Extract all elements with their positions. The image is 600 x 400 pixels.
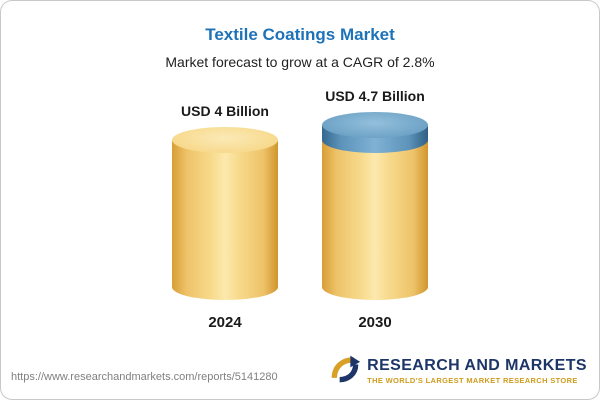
cylinder-2030-top — [322, 112, 428, 138]
year-label-2024: 2024 — [208, 314, 242, 331]
cylinder-2030 — [322, 112, 428, 300]
value-label-2024: USD 4 Billion — [181, 103, 269, 119]
research-and-markets-logo: RESEARCH AND MARKETS THE WORLD'S LARGEST… — [329, 354, 587, 389]
cylinder-2024-body — [172, 127, 278, 300]
chart-subtitle: Market forecast to grow at a CAGR of 2.8… — [165, 54, 435, 70]
chart-title: Textile Coatings Market — [205, 25, 395, 44]
logo-name: RESEARCH AND MARKETS — [367, 357, 587, 375]
cylinder-2030-base-segment — [322, 140, 428, 300]
year-label-2030: 2030 — [358, 314, 392, 331]
value-label-2030: USD 4.7 Billion — [325, 88, 425, 104]
cylinder-2030-growth-segment — [322, 112, 428, 153]
cylinder-2024 — [172, 127, 278, 300]
logo-text-block: RESEARCH AND MARKETS THE WORLD'S LARGEST… — [367, 358, 587, 385]
bar-2030: USD 4.7 Billion 2030 — [322, 88, 428, 331]
report-url: https://www.researchandmarkets.com/repor… — [11, 371, 278, 383]
logo-tagline: THE WORLD'S LARGEST MARKET RESEARCH STOR… — [367, 376, 578, 386]
cylinder-2024-top — [172, 127, 278, 153]
cylinder-chart: USD 4 Billion 2024 USD 4.7 Billion 2030 — [1, 88, 599, 331]
bar-2024: USD 4 Billion 2024 — [172, 103, 278, 331]
logo-mark-icon — [329, 354, 361, 389]
